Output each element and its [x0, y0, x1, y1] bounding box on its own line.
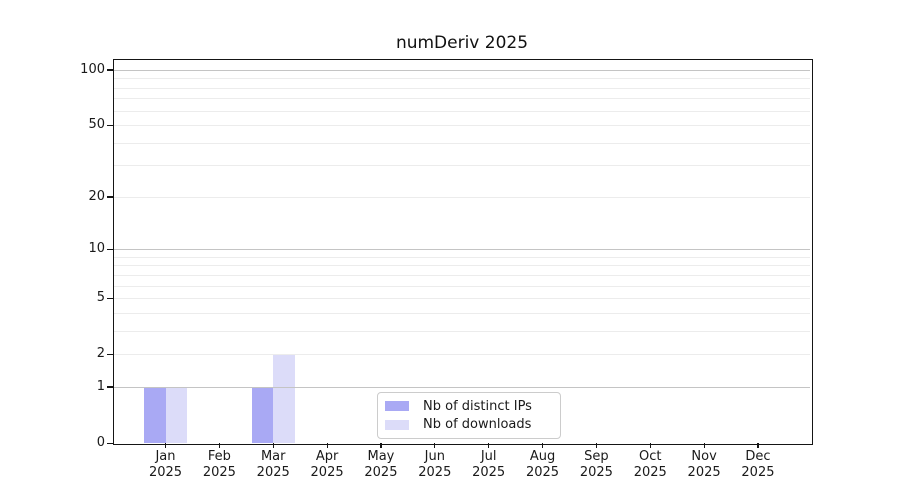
y-tick-label: 1	[96, 378, 105, 394]
month-label: Jan	[155, 449, 176, 464]
legend-label: Nb of distinct IPs	[423, 398, 532, 414]
y-tick-mark	[107, 248, 113, 250]
y-tick-label: 100	[80, 61, 105, 77]
legend-item: Nb of downloads	[385, 417, 560, 432]
gridline-minor	[114, 330, 810, 332]
x-tick-mark	[649, 443, 651, 448]
y-tick-mark	[107, 442, 113, 444]
x-tick-mark	[595, 443, 598, 448]
legend-swatch	[385, 401, 409, 412]
gridline-minor	[114, 142, 810, 144]
y-tick-mark	[107, 297, 113, 299]
x-tick-label: Aug 2025	[503, 449, 583, 481]
gridline-minor	[114, 274, 810, 276]
x-tick-mark	[218, 443, 221, 448]
x-tick-mark	[703, 443, 705, 448]
gridline-major	[114, 69, 810, 71]
gridline-minor	[114, 110, 810, 112]
year-label: 2025	[687, 465, 721, 480]
x-tick-label: Nov 2025	[664, 449, 744, 481]
gridline-minor	[114, 285, 810, 287]
year-label: 2025	[148, 465, 183, 480]
legend: Nb of distinct IPs Nb of downloads	[377, 392, 561, 439]
month-label: Jun	[424, 449, 445, 464]
y-tick-mark	[107, 196, 113, 198]
legend-item: Nb of distinct IPs	[385, 399, 560, 414]
y-tick-label: 0	[96, 435, 105, 450]
x-tick-mark	[272, 443, 274, 448]
y-tick-label: 5	[96, 290, 105, 306]
x-tick-mark	[757, 443, 759, 448]
bar-distinct-ips	[144, 386, 166, 443]
legend-swatch	[385, 419, 409, 430]
year-label: 2025	[418, 465, 452, 480]
y-tick-label: 20	[88, 188, 105, 204]
gridline-minor	[114, 196, 810, 198]
x-tick-mark	[380, 443, 382, 448]
month-label: Aug	[529, 449, 556, 464]
y-tick-mark	[107, 386, 113, 388]
gridline-minor	[114, 165, 810, 167]
x-tick-label: Mar 2025	[233, 449, 313, 481]
year-label: 2025	[525, 465, 560, 480]
legend-label: Nb of downloads	[423, 417, 532, 433]
y-tick-mark	[107, 69, 113, 71]
year-label: 2025	[633, 465, 667, 480]
x-tick-label: Sep 2025	[556, 449, 636, 481]
gridline-major	[114, 386, 810, 388]
x-tick-label: Jan 2025	[126, 449, 206, 481]
month-label: May	[367, 449, 395, 464]
bar-downloads	[273, 354, 295, 443]
x-tick-label: Apr 2025	[287, 449, 367, 481]
x-tick-label: Feb 2025	[179, 449, 259, 481]
x-tick-mark	[165, 443, 167, 448]
y-tick-label: 10	[88, 241, 105, 257]
y-tick-label: 2	[96, 346, 105, 362]
month-label: Dec	[745, 449, 771, 464]
x-tick-label: Jun 2025	[395, 449, 475, 481]
bar-distinct-ips	[251, 386, 274, 443]
gridline-minor	[114, 98, 810, 100]
gridline-minor	[114, 312, 810, 314]
y-tick-mark	[107, 124, 113, 126]
bar-downloads	[165, 386, 187, 443]
x-tick-label: Dec 2025	[718, 449, 798, 481]
chart-title: numDeriv 2025	[395, 33, 529, 53]
gridline-minor	[114, 265, 810, 267]
month-label: Apr	[315, 449, 339, 464]
gridline-minor	[114, 125, 810, 127]
y-tick-label: 50	[88, 117, 105, 133]
x-tick-mark	[434, 443, 436, 448]
gridline-minor	[114, 298, 810, 300]
year-label: 2025	[364, 465, 398, 480]
x-tick-mark	[326, 443, 328, 448]
x-tick-label: Oct 2025	[610, 449, 690, 481]
month-label: Nov	[691, 449, 717, 464]
gridline-minor	[114, 87, 810, 89]
x-tick-label: Jul 2025	[449, 449, 529, 481]
x-tick-label: May 2025	[341, 449, 421, 481]
month-label: Feb	[207, 449, 231, 464]
gridline-minor	[114, 256, 810, 258]
year-label: 2025	[579, 465, 613, 480]
x-tick-mark	[488, 443, 490, 448]
year-label: 2025	[741, 465, 775, 480]
month-label: Sep	[584, 449, 609, 464]
year-label: 2025	[202, 465, 236, 480]
month-label: Mar	[260, 449, 286, 464]
y-tick-mark	[107, 353, 113, 355]
month-label: Oct	[638, 449, 662, 464]
x-tick-mark	[542, 443, 544, 448]
gridline-minor	[114, 354, 810, 356]
year-label: 2025	[472, 465, 506, 480]
year-label: 2025	[256, 465, 290, 480]
gridline-minor	[114, 78, 810, 80]
year-label: 2025	[310, 465, 344, 480]
month-label: Jul	[480, 449, 497, 464]
gridline-major	[114, 249, 810, 251]
